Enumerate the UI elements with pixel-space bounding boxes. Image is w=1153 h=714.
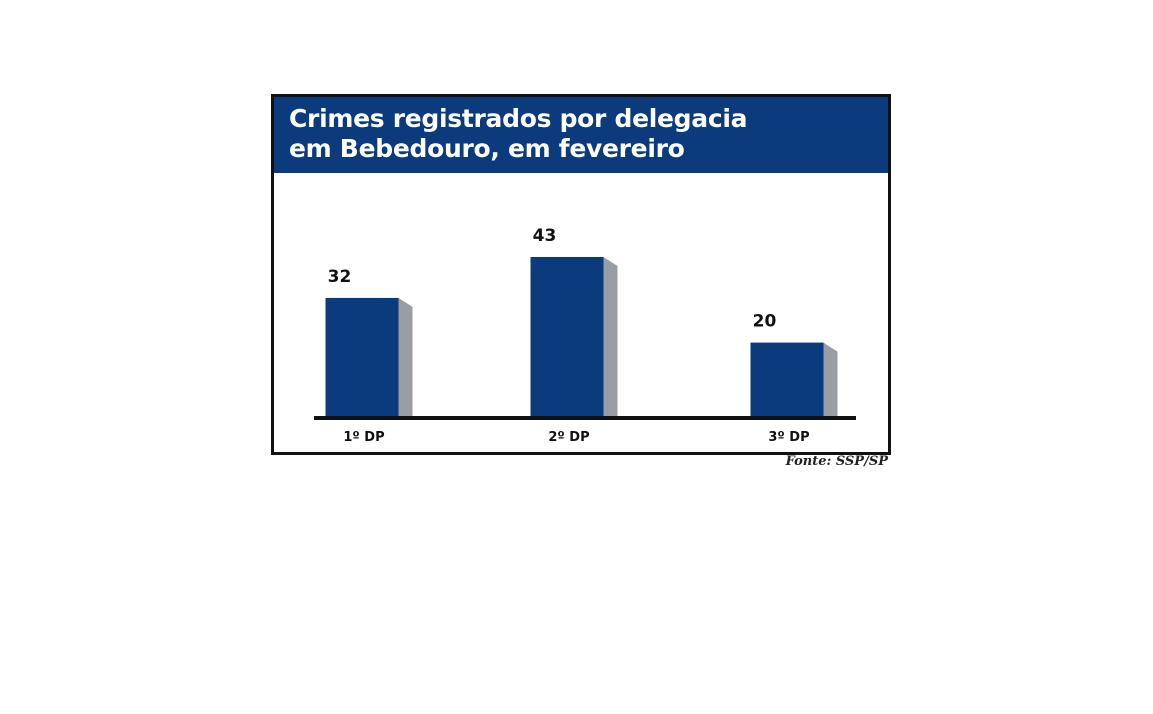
bar-side-1 <box>398 297 413 417</box>
chart-title-line-2: em Bebedouro, em fevereiro <box>289 134 685 163</box>
bar-side-3 <box>823 342 838 417</box>
chart-title-line-1: Crimes registrados por delegacia <box>289 104 748 133</box>
category-label-2: 2º DP <box>548 430 589 445</box>
category-label-1: 1º DP <box>343 430 384 445</box>
chart-card: Crimes registrados por delegacia em Bebe… <box>271 94 891 455</box>
category-label-3: 3º DP <box>768 430 809 445</box>
title-bar: Crimes registrados por delegacia em Bebe… <box>274 97 888 173</box>
bar-2 <box>530 257 604 417</box>
bar-chart-plot: 32 1º DP 43 2º DP 20 3º DP <box>314 226 856 445</box>
chart-title: Crimes registrados por delegacia em Bebe… <box>289 104 879 164</box>
value-label-2: 43 <box>533 226 557 246</box>
bar-3 <box>750 342 824 417</box>
source-note: Fonte: SSP/SP <box>785 454 888 469</box>
bar-side-2 <box>603 257 618 417</box>
bar-1 <box>325 297 399 417</box>
value-label-3: 20 <box>753 312 777 332</box>
value-label-1: 32 <box>328 267 352 287</box>
